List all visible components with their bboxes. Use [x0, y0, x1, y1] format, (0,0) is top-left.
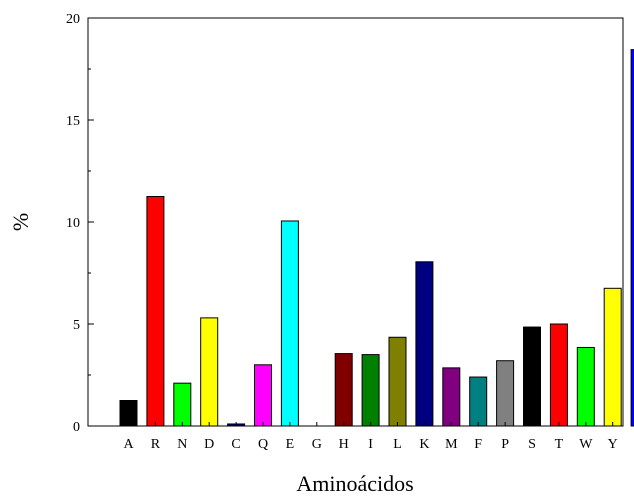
x-tick-label-n: N [177, 437, 187, 452]
y-tick-label: 20 [66, 12, 80, 27]
bar-r [146, 196, 165, 427]
bars [119, 49, 634, 427]
x-tick-label-a: A [123, 437, 134, 452]
x-tick-label-y: Y [608, 437, 618, 452]
y-axis-title: % [8, 213, 33, 231]
bar-i [361, 354, 380, 427]
x-tick-label-k: K [419, 437, 429, 452]
x-tick-label-s: S [528, 437, 536, 452]
x-tick-label-c: C [231, 437, 240, 452]
bar-w [576, 346, 595, 427]
y-axis: 0 5 10 15 20 [66, 12, 94, 435]
y-tick-label: 0 [73, 420, 80, 435]
bar-s [523, 326, 541, 427]
bar-q [254, 364, 272, 427]
bar-l [388, 336, 407, 427]
bar-e [280, 220, 299, 427]
bar-t [549, 323, 568, 427]
x-tick-label-p: P [501, 437, 509, 452]
x-tick-label-r: R [151, 437, 161, 452]
plot-frame [87, 17, 624, 427]
bar-p [496, 360, 515, 427]
x-tick-label-e: E [286, 437, 295, 452]
x-tick-label-w: W [579, 437, 593, 452]
x-tick-label-d: D [204, 437, 214, 452]
x-axis-title: Aminoácidos [296, 471, 413, 496]
x-tick-label-i: I [368, 437, 373, 452]
y-tick-label: 5 [73, 318, 80, 333]
x-tick-label-t: T [555, 437, 564, 452]
bar-k [415, 261, 434, 427]
bar-h [334, 353, 353, 427]
bar-n [173, 382, 192, 427]
x-tick-label-m: M [445, 437, 458, 452]
x-axis: ARNDCQEGHILKMFPSTWYV [123, 422, 618, 452]
bar-v [630, 49, 634, 427]
y-tick-label: 10 [66, 216, 80, 231]
x-tick-label-g: G [312, 437, 322, 452]
x-tick-label-l: L [393, 437, 402, 452]
bar-y [603, 287, 622, 427]
y-tick-label: 15 [66, 114, 80, 129]
bar-m [442, 367, 461, 427]
x-tick-label-h: H [339, 437, 349, 452]
bar-d [200, 317, 219, 427]
x-tick-label-q: Q [258, 437, 268, 452]
x-tick-label-f: F [474, 437, 482, 452]
bar-f [469, 376, 488, 427]
